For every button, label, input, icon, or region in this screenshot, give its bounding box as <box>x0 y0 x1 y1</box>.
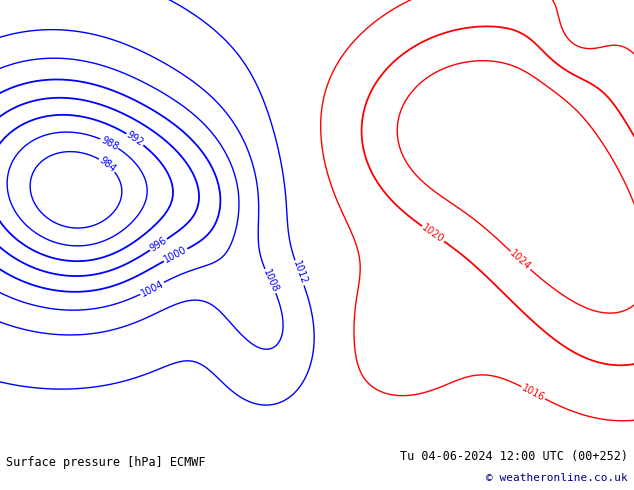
Text: 996: 996 <box>148 235 169 254</box>
Text: 1024: 1024 <box>508 248 533 272</box>
Text: 1016: 1016 <box>520 383 547 403</box>
Text: 1008: 1008 <box>261 268 280 294</box>
Text: 984: 984 <box>97 155 118 174</box>
Text: 1012: 1012 <box>290 260 308 286</box>
Text: 988: 988 <box>99 135 120 152</box>
Text: 1004: 1004 <box>139 278 165 298</box>
Text: Tu 04-06-2024 12:00 UTC (00+252): Tu 04-06-2024 12:00 UTC (00+252) <box>399 450 628 463</box>
Text: Surface pressure [hPa] ECMWF: Surface pressure [hPa] ECMWF <box>6 456 206 468</box>
Text: 1000: 1000 <box>162 245 189 265</box>
Text: © weatheronline.co.uk: © weatheronline.co.uk <box>486 473 628 483</box>
Text: 1020: 1020 <box>420 222 446 245</box>
Text: 992: 992 <box>125 130 146 148</box>
